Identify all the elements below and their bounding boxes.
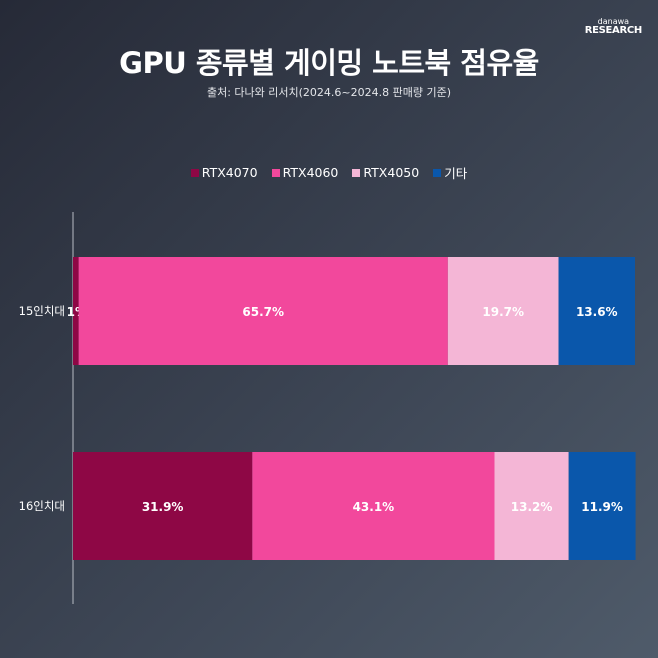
- chart-title: GPU 종류별 게이밍 노트북 점유율: [119, 46, 539, 80]
- bar-segment: [252, 452, 495, 560]
- legend-swatch: [433, 168, 442, 177]
- legend-swatch: [352, 168, 361, 177]
- data-label: 43.1%: [353, 500, 395, 514]
- legend-label: RTX4060: [282, 165, 339, 180]
- bar-segment: [73, 257, 79, 365]
- data-label: 31.9%: [142, 500, 184, 514]
- legend-item: 기타: [433, 163, 467, 182]
- bar-segment: [447, 257, 559, 365]
- data-label: 19.7%: [482, 305, 524, 319]
- bar-segment: [568, 452, 636, 560]
- data-label: 11.9%: [581, 500, 623, 514]
- data-label: 13.2%: [511, 500, 553, 514]
- legend-label: 기타: [444, 166, 468, 181]
- data-label: 13.6%: [576, 305, 618, 319]
- legend-item: RTX4050: [352, 163, 419, 182]
- bar-segment: [78, 257, 448, 365]
- bar-segment: [558, 257, 635, 365]
- category-label: 15인치대: [19, 304, 65, 318]
- logo-small-text: danawa: [597, 17, 630, 26]
- chart-subtitle: 출처: 다나와 리서치(2024.6~2024.8 판매량 기준): [206, 86, 452, 99]
- legend-item: RTX4060: [271, 163, 339, 182]
- category-label: 16인치대: [19, 499, 65, 513]
- legend-swatch: [190, 168, 199, 177]
- logo-big-text: RESEARCH: [584, 25, 643, 36]
- data-label: 65.7%: [242, 305, 284, 319]
- legend-item: RTX4070: [190, 163, 258, 182]
- legend: RTX4070 RTX4060 RTX4050 기타: [0, 163, 658, 182]
- bar-segment: [494, 452, 569, 560]
- danawa-research-logo: danawa RESEARCH: [584, 17, 643, 36]
- legend-label: RTX4070: [201, 165, 258, 180]
- legend-swatch: [271, 168, 280, 177]
- legend-label: RTX4050: [363, 165, 420, 180]
- bar-segment: [73, 452, 253, 560]
